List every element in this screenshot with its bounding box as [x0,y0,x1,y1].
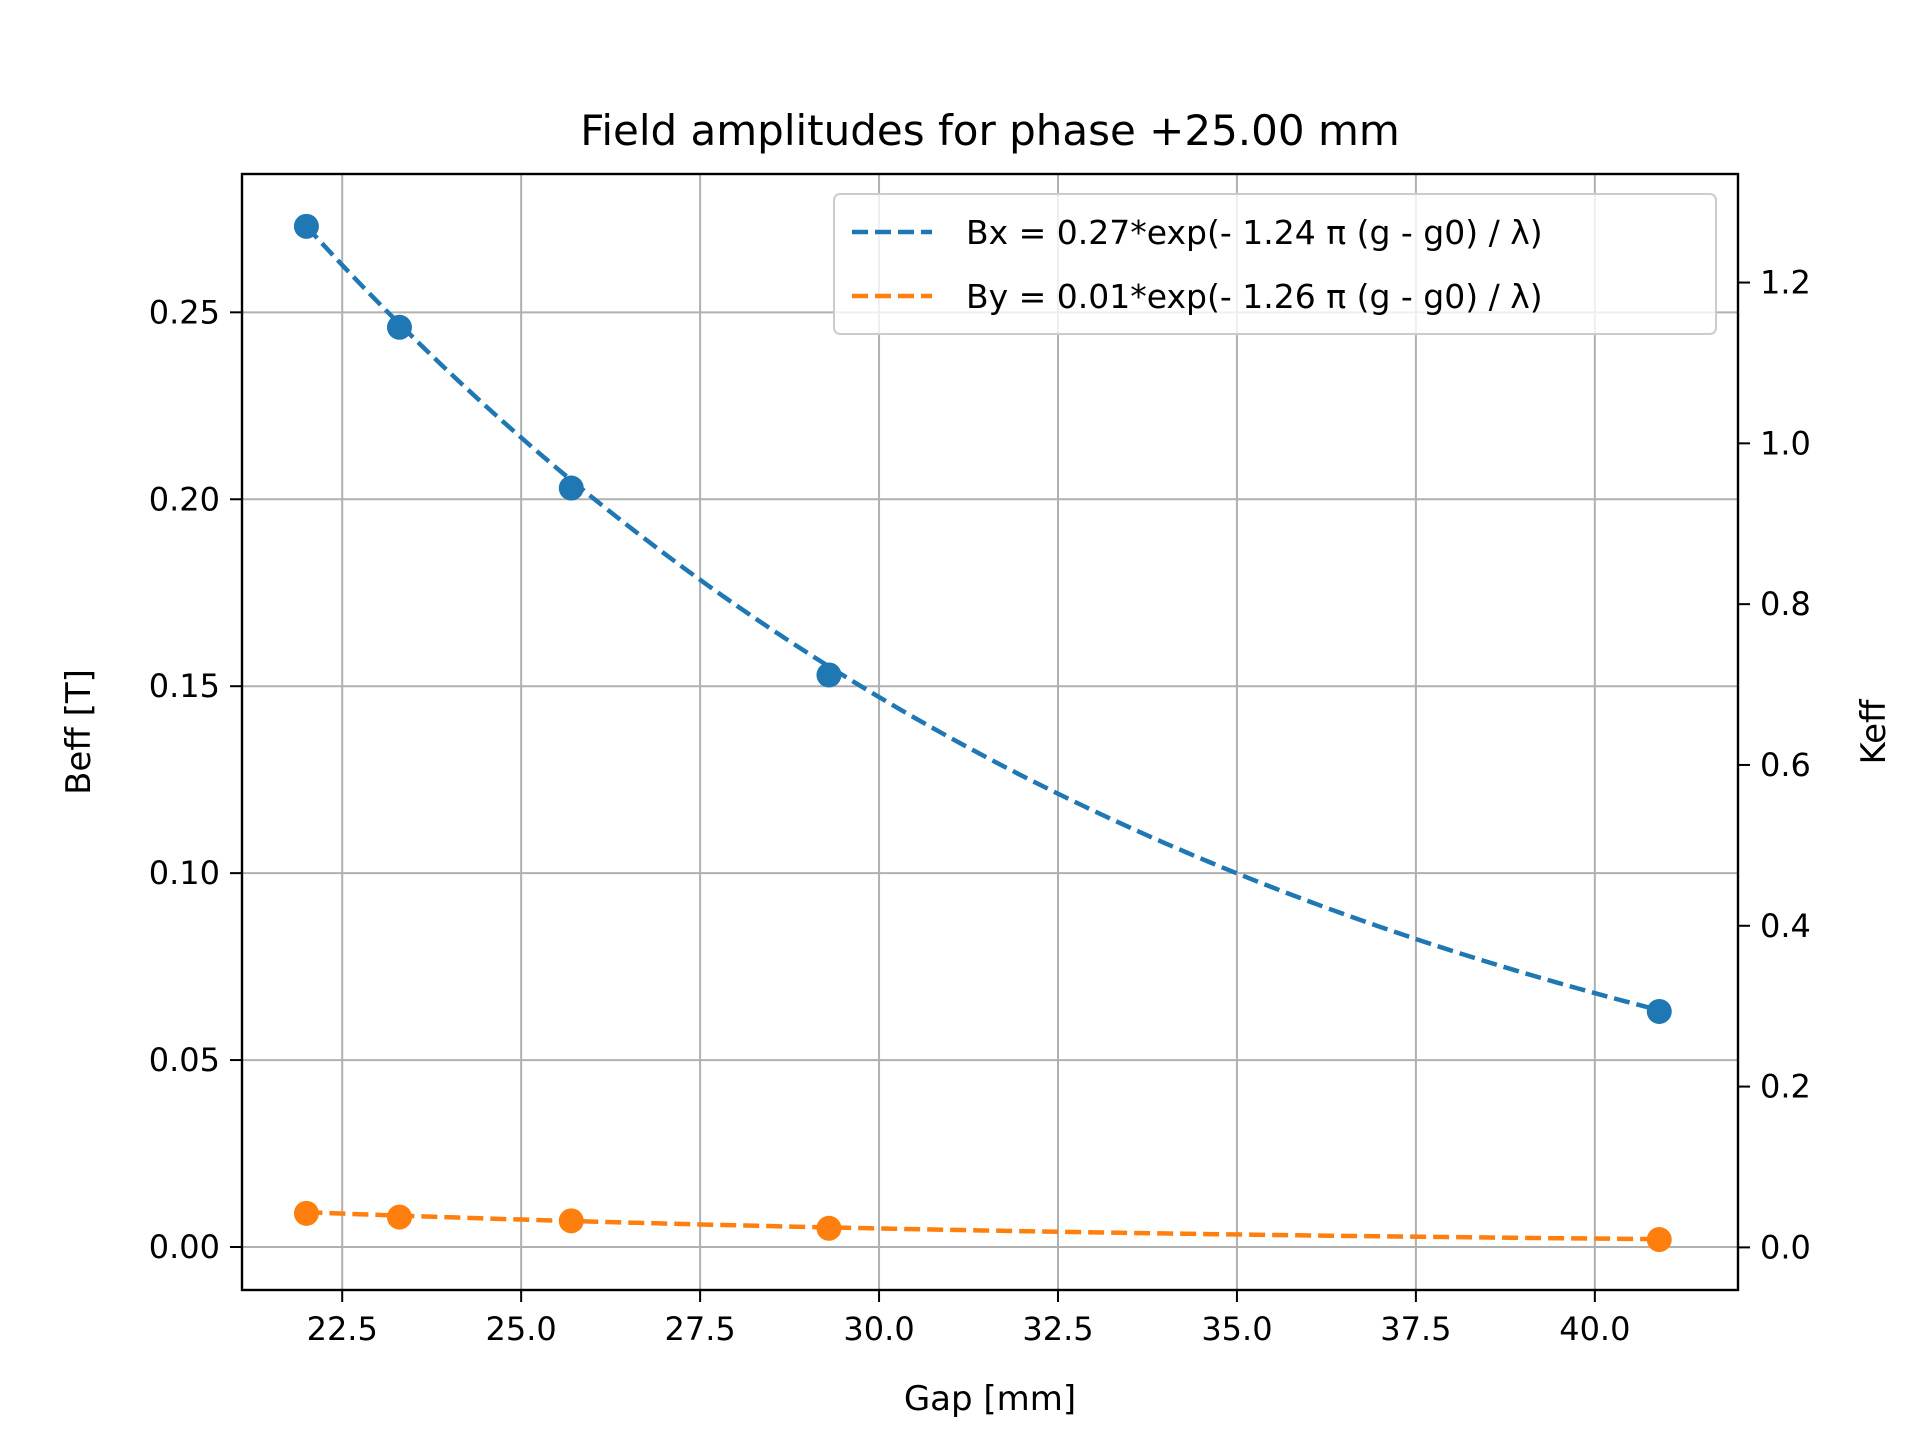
x-tick-label: 35.0 [1201,1310,1272,1348]
y-tick-label: 0.10 [149,854,220,892]
y2-tick-label: 0.2 [1760,1068,1811,1106]
legend: Bx = 0.27*exp(- 1.24 π (g - g0) / λ) By =… [833,193,1717,335]
series-1-fit-line [304,224,1660,1013]
series-2-point [1646,1227,1672,1253]
legend-box [833,193,1717,335]
series-1-point [386,314,412,340]
y-tick-label: 0.00 [149,1228,220,1266]
y2-tick-label: 0.0 [1760,1228,1811,1266]
chart-title: Field amplitudes for phase +25.00 mm [580,106,1400,155]
legend-entry-label: Bx = 0.27*exp(- 1.24 π (g - g0) / λ) [966,213,1543,252]
y2-tick-label: 1.0 [1760,424,1811,462]
x-tick-label: 32.5 [1022,1310,1093,1348]
x-tick-label: 27.5 [664,1310,735,1348]
y-tick-label: 0.20 [149,480,220,518]
y-axis-label: Beff [T] [59,669,99,795]
series-lines [304,224,1660,1242]
x-tick-label: 37.5 [1380,1310,1451,1348]
y2-tick-label: 0.4 [1760,907,1811,945]
x-tick-label: 30.0 [843,1310,914,1348]
x-tick-label: 22.5 [307,1310,378,1348]
series-2-point [293,1200,319,1226]
axis-ticks: 22.5 25.0 27.5 30.0 32.5 35.0 37.5 40.0 0.00 0.05… [149,264,1811,1348]
y-tick-label: 0.25 [149,293,220,331]
series-2-point [558,1208,584,1234]
x-tick-label: 40.0 [1559,1310,1630,1348]
x-tick-label: 25.0 [486,1310,557,1348]
series-2-fit-line [306,1209,1660,1242]
series-1-point [293,213,319,239]
y2-tick-label: 0.8 [1760,585,1811,623]
series-1-point [1646,998,1672,1024]
legend-entry-label: By = 0.01*exp(- 1.26 π (g - g0) / λ) [966,277,1543,316]
y-tick-label: 0.15 [149,667,220,705]
series-1-point [558,475,584,501]
plot-frame [240,172,1740,1292]
series-2-point [816,1215,842,1241]
series-markers [293,213,1672,1253]
series-1-point [816,662,842,688]
series-2-point [386,1204,412,1230]
y2-tick-label: 1.2 [1760,264,1811,302]
x-axis-label: Gap [mm] [904,1379,1076,1419]
y2-axis-label: Keff [1854,698,1894,765]
y2-tick-label: 0.6 [1760,746,1811,784]
y-tick-label: 0.05 [149,1041,220,1079]
